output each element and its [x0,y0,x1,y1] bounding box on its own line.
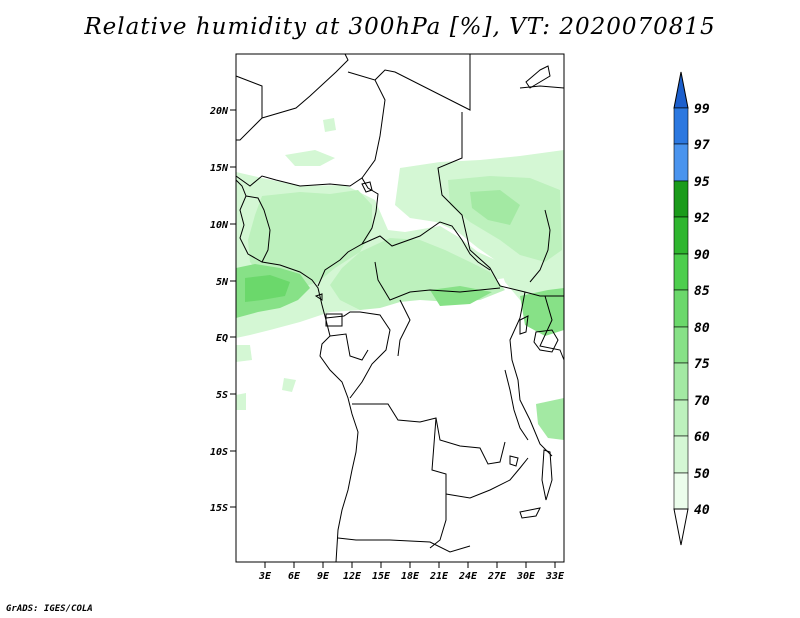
border-angola-namibia [337,537,471,553]
lon-tick-label: 30E [516,571,536,582]
lon-tick-label: 3E [258,571,272,582]
lat-tick-label: 10S [210,447,228,458]
lon-tick-label: 27E [487,571,507,582]
humidity-area-nigeria [248,190,372,288]
equator-box [325,313,343,327]
humidity-patch-south2 [282,378,296,392]
lat-tick-label: 20N [209,106,229,117]
lake-victoria [533,329,559,353]
lon-tick-label: 12E [343,571,362,582]
border-lake-tanganyika [504,369,529,441]
humidity-patch-south1 [236,345,252,362]
border-nigeria-cameroon [317,211,377,287]
colorbar: 99 97 95 92 90 85 80 75 70 60 50 40 [673,71,710,546]
border-sudan-ethiopia [529,209,551,283]
colorbar-swatch [673,289,689,328]
map-frame [235,53,565,563]
border-zambia-east [445,457,529,499]
coastline-west [235,179,359,563]
lon-tick-label: 21E [429,571,449,582]
lat-tick-label: 10N [210,220,229,231]
country-boundaries [235,53,565,563]
border-congo-river [397,299,411,357]
border-car-south [374,261,501,301]
colorbar-swatch [673,435,689,474]
colorbar-swatch [673,107,689,145]
colorbar-label: 92 [694,211,710,226]
colorbar-label: 80 [694,321,710,336]
humidity-area-east-lakes [520,288,564,336]
lon-tick-label: 6E [288,571,301,582]
humidity-patch-north2 [323,118,336,132]
grads-credit: GrADS: IGES/COLA [6,604,93,614]
border-drc-angola [352,403,506,465]
lat-tick-label: 15N [210,163,229,174]
lake-albert [519,315,529,335]
colorbar-label: 85 [694,284,710,299]
colorbar-swatch [673,326,689,364]
lat-tick-label: 5S [216,390,228,401]
lake-malawi [541,449,553,501]
lat-tick-label: 5N [216,277,229,288]
colorbar-swatch [673,180,689,218]
humidity-area-sudan-inner [470,190,520,225]
colorbar-label: 95 [694,175,710,190]
lon-tick-label: 24E [458,571,478,582]
colorbar-swatch [673,472,689,510]
humidity-patch-north [285,150,335,166]
lakes [314,65,559,519]
lon-axis: 3E 6E 9E 12E 15E 18E 21E 24E 27E 30E 33E [258,562,565,582]
border-ethiopia [519,85,565,89]
lon-tick-label: 9E [317,571,330,582]
border-niger-libya [261,53,349,119]
colorbar-top-arrow [673,71,689,109]
colorbar-label: 99 [694,102,710,117]
colorbar-swatch [673,253,689,291]
humidity-field [236,118,564,440]
lake-nasser [525,65,551,89]
colorbar-label: 40 [694,503,710,518]
lon-tick-label: 33E [545,571,565,582]
colorbar-label: 97 [694,138,710,153]
lake-kariba [519,507,541,519]
lat-axis: 20N 15N 10N 5N EQ 5S 10S 15S [209,106,236,514]
border-angola-zambia [429,417,447,549]
colorbar-label: 70 [694,394,710,409]
colorbar-label: 50 [694,467,710,482]
border-west-misc [245,195,271,263]
border-cameroon-congo [325,311,391,399]
lat-tick-label: 15S [210,503,228,514]
border-libya-sudan [374,54,471,111]
colorbar-swatch [673,399,689,437]
humidity-patch-south3 [236,393,246,410]
colorbar-swatch [673,362,689,401]
chart-title: Relative humidity at 300hPa [%], VT: 202… [84,14,716,40]
border-algeria-niger [235,75,263,141]
humidity-area-gulf-core [245,275,290,302]
colorbar-label: 90 [694,248,710,263]
colorbar-swatch [673,143,689,182]
colorbar-label: 60 [694,430,710,445]
colorbar-swatch [673,216,689,255]
colorbar-bottom-arrow [673,508,689,546]
humidity-area-southeast [536,398,564,440]
colorbar-label: 75 [694,357,710,372]
lat-tick-label: EQ [216,333,228,344]
border-east-inner [509,291,553,457]
border-chad-car [361,221,491,271]
lake-chad [361,181,373,193]
border-east-inner2 [539,295,565,361]
lon-tick-label: 15E [372,571,391,582]
border-egypt-sudan [437,112,564,297]
border-libya-chad [347,71,386,179]
lake-mweru [509,455,519,467]
border-gabon [329,333,369,361]
bioko-island [314,293,323,301]
lon-tick-label: 18E [401,571,420,582]
